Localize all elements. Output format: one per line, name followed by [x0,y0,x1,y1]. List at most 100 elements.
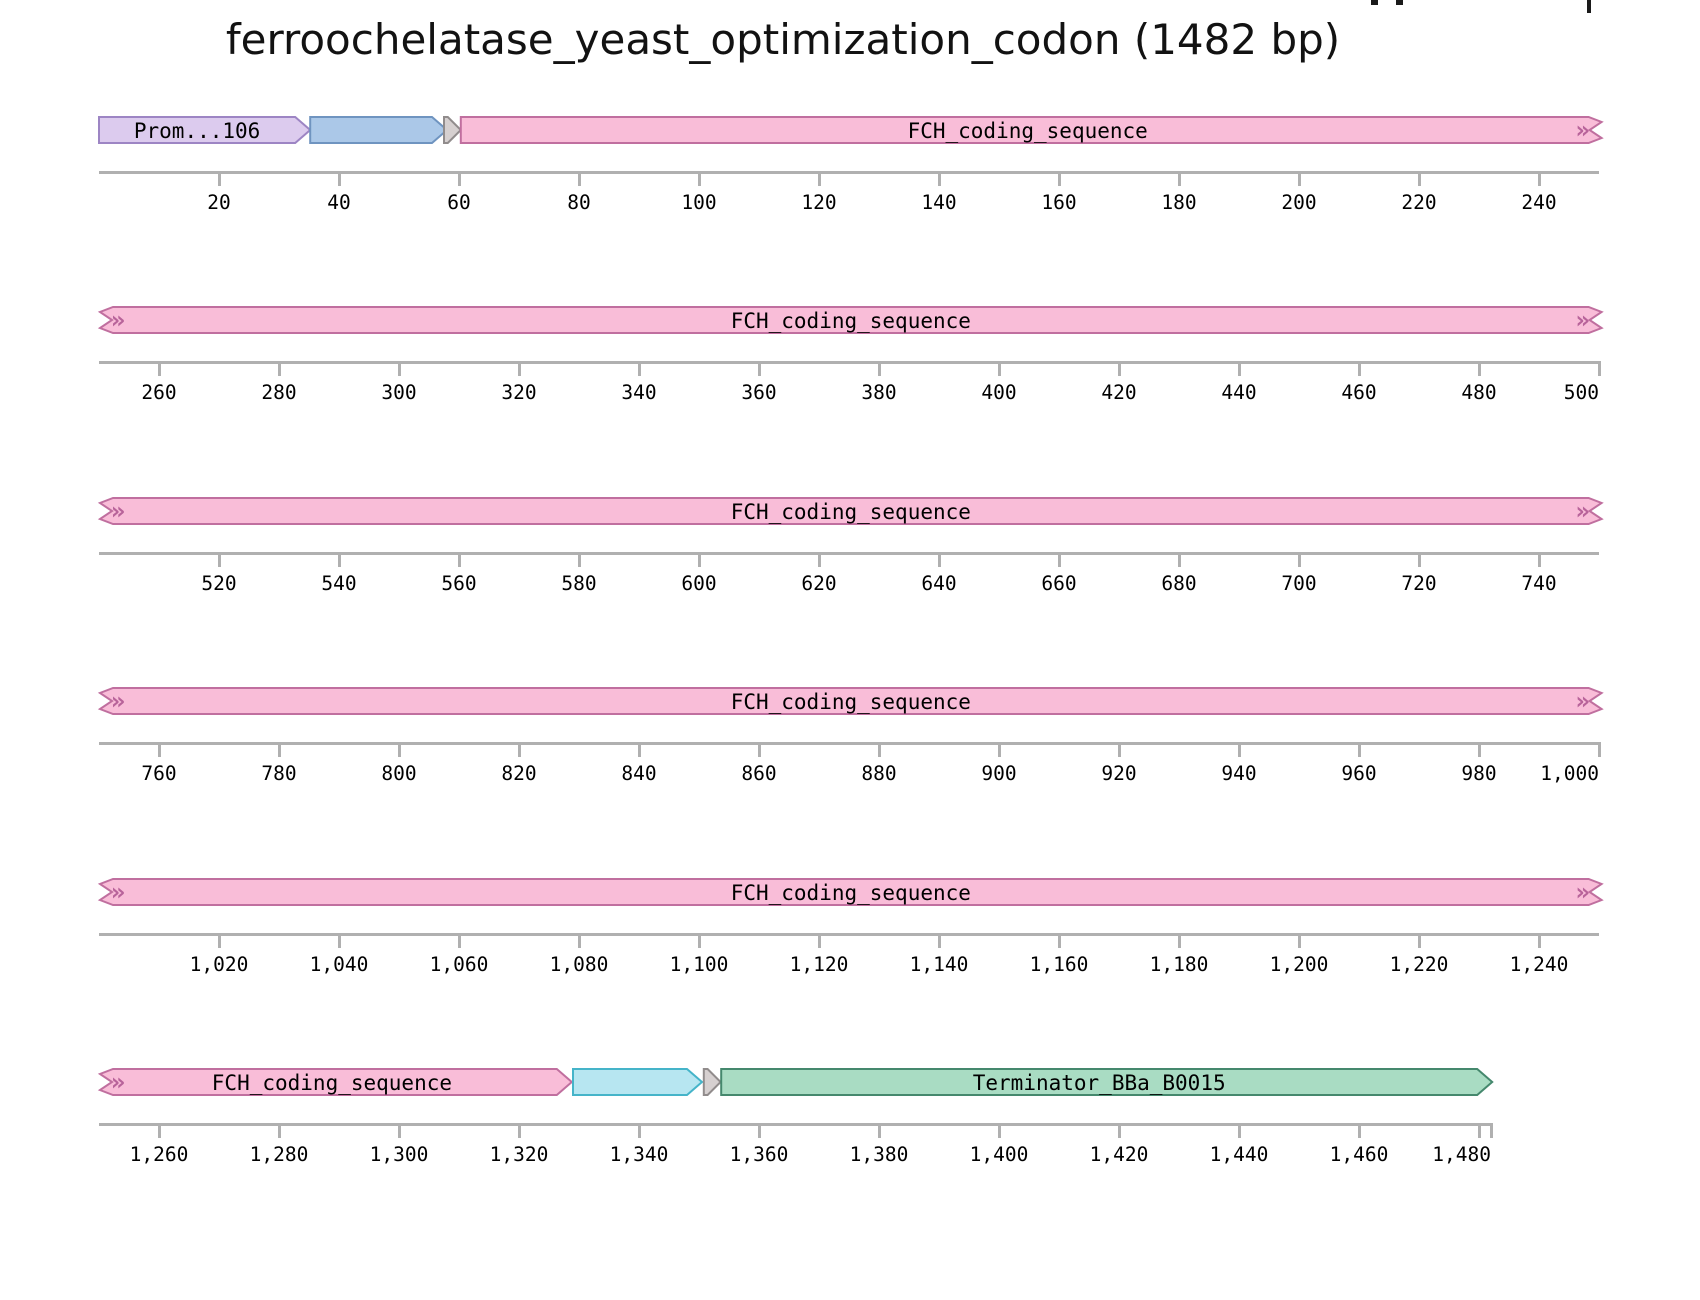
ruler-tick [1057,171,1061,186]
tick-label: 1,040 [309,952,369,976]
tick-label: 640 [921,571,957,595]
ruler-tick [517,742,521,758]
tick-label: 880 [861,762,897,786]
ruler-tick [817,171,821,186]
clipped-glyph [1371,0,1378,5]
sequence-title: ferroochelatase_yeast_optimization_codon… [225,15,1341,64]
cyan-annotation[interactable] [572,1068,704,1096]
ruler-tick [1117,361,1121,377]
fch-coding-sequence-annotation[interactable] [97,306,1604,335]
tick-label: 660 [1041,571,1077,595]
annotation-label: FCH_coding_sequence [908,119,1148,143]
ruler-tick [1117,742,1121,758]
tick-label: 800 [381,762,417,786]
gray-annotation[interactable] [443,116,463,144]
ruler-tick [997,361,1001,377]
ruler-tick [1537,932,1541,948]
tick-label: 1,440 [1209,1143,1269,1166]
tick-label: 1,220 [1389,952,1449,976]
tick-label: 700 [1281,571,1317,595]
blue-annotation[interactable] [309,116,449,144]
tick-label: 420 [1101,381,1137,405]
ruler-tick [517,361,521,377]
ruler-tick [1477,742,1481,758]
continuation-chevron-icon: » [1575,687,1589,715]
fch-coding-sequence-annotation[interactable] [97,687,1604,716]
tick-label: 600 [681,571,717,595]
continuation-chevron-icon: » [111,306,125,334]
ruler-tick [157,742,161,758]
continuation-chevron-icon: » [1575,497,1589,525]
ruler-tick [637,1123,641,1138]
ruler-tick [1597,361,1601,377]
ruler-tick [1357,1123,1361,1138]
continuation-chevron-icon: » [111,497,125,525]
tick-label: 1,340 [609,1143,669,1166]
annotation-layer: » » FCH_coding_sequence [97,496,1604,525]
ruler-tick [517,1123,521,1138]
ruler-tick [937,551,941,567]
ruler-tick [397,742,401,758]
ruler-tick [877,361,881,377]
ruler-tick [1237,361,1241,377]
fch-coding-sequence-annotation[interactable] [97,496,1604,525]
tick-label: 1,260 [129,1143,189,1166]
ruler-line [99,742,1599,746]
fch-coding-sequence-annotation[interactable] [97,1068,574,1096]
tick-label: 920 [1101,762,1137,786]
ruler-tick [217,551,221,567]
tick-label: 940 [1221,762,1257,786]
terminator-annotation[interactable] [720,1068,1494,1096]
ruler-tick [1537,551,1541,567]
tick-label: 780 [261,762,297,786]
ruler-tick [877,1123,881,1138]
tick-label: 1,060 [429,952,489,976]
ruler-tick [1477,1123,1481,1138]
tick-label: 20 [207,191,231,214]
tick-label: 460 [1341,381,1377,405]
annotation-layer: » FCH_coding_sequence Terminator_BBa_B0015 [97,1068,1494,1096]
fch-coding-sequence-annotation[interactable] [97,877,1604,906]
ruler-tick [1489,1123,1493,1138]
ruler-tick [1177,551,1181,567]
tick-label: 1,020 [189,952,249,976]
tick-label: 160 [1041,191,1077,214]
annotation-label: Prom...106 [134,119,260,143]
ruler-tick [1177,932,1181,948]
annotation-label: FCH_coding_sequence [212,1071,452,1095]
ruler-line [99,551,1599,555]
tick-label: 180 [1161,191,1197,214]
ruler-tick [1237,742,1241,758]
tick-label: 260 [141,381,177,405]
fch-coding-sequence-annotation[interactable] [459,116,1604,144]
tick-label: 140 [921,191,957,214]
ruler-tick [1357,742,1361,758]
annotation-label: FCH_coding_sequence [731,690,971,714]
ruler-tick [277,1123,281,1138]
tick-label: 840 [621,762,657,786]
ruler-tick [697,932,701,948]
clipped-glyph [1587,0,1591,13]
tick-label: 1,140 [909,952,969,976]
ruler-tick [1357,361,1361,377]
gray-annotation[interactable] [702,1068,723,1096]
annotation-label: FCH_coding_sequence [731,309,971,333]
tick-label: 960 [1341,762,1377,786]
ruler-tick [697,551,701,567]
ruler-tick [937,932,941,948]
continuation-chevron-icon: » [111,1068,125,1096]
ruler-tick [457,551,461,567]
tick-label: 1,300 [369,1143,429,1166]
promoter-annotation[interactable] [98,116,312,144]
tick-label: 1,480 [1432,1143,1491,1166]
ruler-tick [877,742,881,758]
ruler-tick [1477,361,1481,377]
ruler-line [99,361,1599,365]
ruler-tick [397,1123,401,1138]
ruler-tick [637,361,641,377]
annotation-layer: » » FCH_coding_sequence [97,877,1604,906]
ruler-tick [1417,551,1421,567]
tick-label: 100 [681,191,717,214]
tick-label: 380 [861,381,897,405]
tick-label: 1,100 [669,952,729,976]
